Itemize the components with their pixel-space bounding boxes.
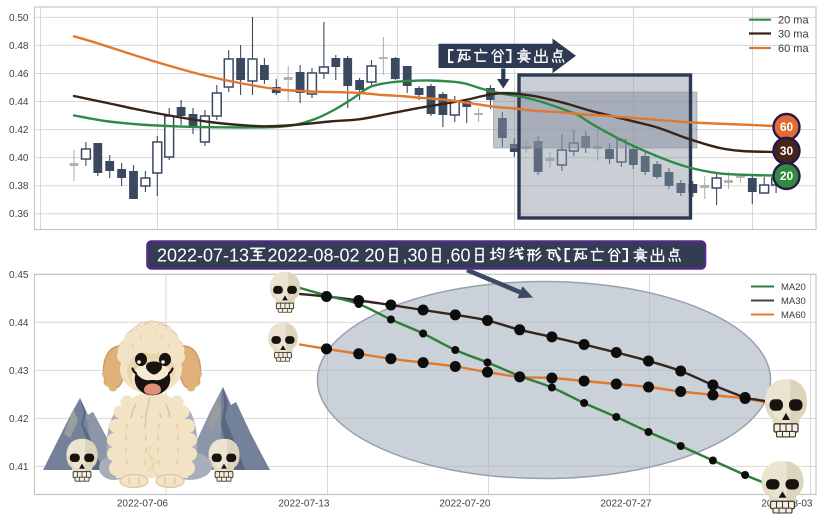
svg-text:60: 60 [451,246,471,266]
svg-text:MA60: MA60 [781,310,806,321]
svg-text:0.43: 0.43 [9,366,29,377]
svg-text:0.46: 0.46 [9,69,29,80]
svg-text:20 ma: 20 ma [778,15,809,27]
svg-text:60 ma: 60 ma [778,43,809,55]
svg-text:20: 20 [780,169,794,183]
svg-text:2022-07-27: 2022-07-27 [600,499,652,510]
svg-text:60: 60 [780,120,794,134]
svg-text:MA30: MA30 [781,296,806,307]
svg-text:30: 30 [408,246,428,266]
svg-text:0.42: 0.42 [9,125,29,136]
svg-text:30: 30 [780,144,794,158]
svg-text:0.40: 0.40 [9,153,29,164]
svg-text:0.45: 0.45 [9,270,29,281]
svg-text:0.38: 0.38 [9,181,29,192]
svg-text:MA20: MA20 [781,282,806,293]
svg-text:30 ma: 30 ma [778,28,809,40]
svg-text:,: , [403,246,408,266]
svg-text:2022-08-02 20: 2022-08-02 20 [268,246,385,266]
svg-text:2022-07-06: 2022-07-06 [117,499,169,510]
svg-text:0.42: 0.42 [9,414,29,425]
svg-text:0.41: 0.41 [9,462,29,473]
svg-text:2022-07-20: 2022-07-20 [439,499,491,510]
svg-text:,: , [446,246,451,266]
svg-text:2022-07-13: 2022-07-13 [157,246,249,266]
svg-text:0.50: 0.50 [9,13,29,24]
svg-text:0.36: 0.36 [9,209,29,220]
svg-text:0.44: 0.44 [9,97,29,108]
svg-text:2022-07-13: 2022-07-13 [278,499,330,510]
svg-text:0.48: 0.48 [9,41,29,52]
svg-text:0.44: 0.44 [9,318,29,329]
